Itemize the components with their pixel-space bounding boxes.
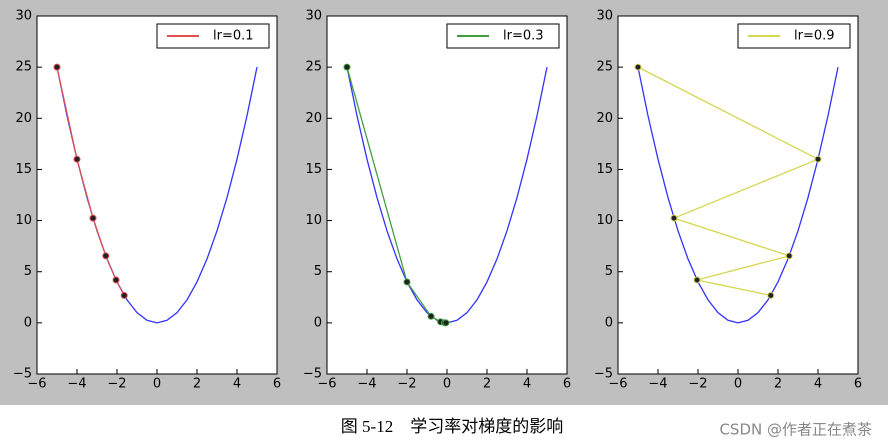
y-tick-label: 5 (314, 264, 322, 279)
y-tick-label: −5 (13, 367, 32, 382)
point (89, 214, 97, 222)
plot-frame (617, 15, 859, 375)
y-tick-label: 20 (596, 111, 613, 126)
plot-frame (36, 15, 278, 375)
series-line (637, 67, 839, 324)
y-tick-label: 5 (24, 264, 32, 279)
point (442, 319, 450, 327)
y-tick-label: 20 (305, 111, 322, 126)
plot-area (618, 16, 858, 374)
x-tick-label: −4 (357, 377, 376, 392)
y-tick-label: 25 (305, 60, 322, 75)
x-tick-label: 4 (814, 377, 822, 392)
y-tick-label: 25 (15, 60, 32, 75)
x-tick-label: −6 (317, 377, 336, 392)
y-tick-label: 0 (605, 315, 613, 330)
y-tick-label: 20 (15, 111, 32, 126)
point (73, 155, 81, 163)
y-tick-label: 10 (596, 213, 613, 228)
y-tick-label: −5 (594, 367, 613, 382)
plot-frame (326, 15, 568, 375)
y-tick-label: 5 (605, 264, 613, 279)
x-tick-label: 6 (854, 377, 862, 392)
series-line (637, 66, 820, 297)
x-tick-label: 4 (233, 377, 241, 392)
y-tick-label: −5 (303, 367, 322, 382)
x-tick-label: −6 (608, 377, 627, 392)
point (403, 278, 411, 286)
point (53, 63, 61, 71)
point (120, 291, 128, 299)
x-tick-label: 0 (153, 377, 161, 392)
y-tick-label: 30 (596, 9, 613, 24)
point (670, 214, 678, 222)
legend-label: lr=0.9 (794, 29, 835, 44)
y-tick-label: 30 (305, 9, 322, 24)
caption: 图 5-12 学习率对梯度的影响 (341, 417, 563, 436)
y-tick-label: 0 (314, 315, 322, 330)
point (427, 312, 435, 320)
x-tick-label: 2 (774, 377, 782, 392)
legend-label: lr=0.3 (503, 29, 544, 44)
x-tick-label: −2 (107, 377, 126, 392)
x-tick-label: 0 (443, 377, 451, 392)
x-tick-label: 4 (523, 377, 531, 392)
plot-area (327, 16, 567, 374)
x-tick-label: 0 (734, 377, 742, 392)
point (112, 276, 120, 284)
point (767, 291, 775, 299)
point (785, 252, 793, 260)
y-tick-label: 25 (596, 60, 613, 75)
plot-area (37, 16, 277, 374)
y-tick-label: 0 (24, 315, 32, 330)
y-tick-label: 10 (15, 213, 32, 228)
x-tick-label: −2 (397, 377, 416, 392)
y-tick-label: 15 (596, 162, 613, 177)
point (634, 63, 642, 71)
point (814, 155, 822, 163)
y-tick-label: 15 (305, 162, 322, 177)
x-tick-label: 2 (483, 377, 491, 392)
x-tick-label: 6 (273, 377, 281, 392)
x-tick-label: −4 (67, 377, 86, 392)
point (693, 276, 701, 284)
y-tick-label: 15 (15, 162, 32, 177)
x-tick-label: −2 (688, 377, 707, 392)
point (343, 63, 351, 71)
x-tick-label: 6 (563, 377, 571, 392)
watermark: CSDN @作者正在煮茶 (719, 421, 872, 439)
x-tick-label: −4 (648, 377, 667, 392)
y-tick-label: 30 (15, 9, 32, 24)
y-tick-label: 10 (305, 213, 322, 228)
legend-label: lr=0.1 (213, 29, 254, 44)
x-tick-label: −6 (27, 377, 46, 392)
x-tick-label: 2 (193, 377, 201, 392)
point (102, 252, 110, 260)
